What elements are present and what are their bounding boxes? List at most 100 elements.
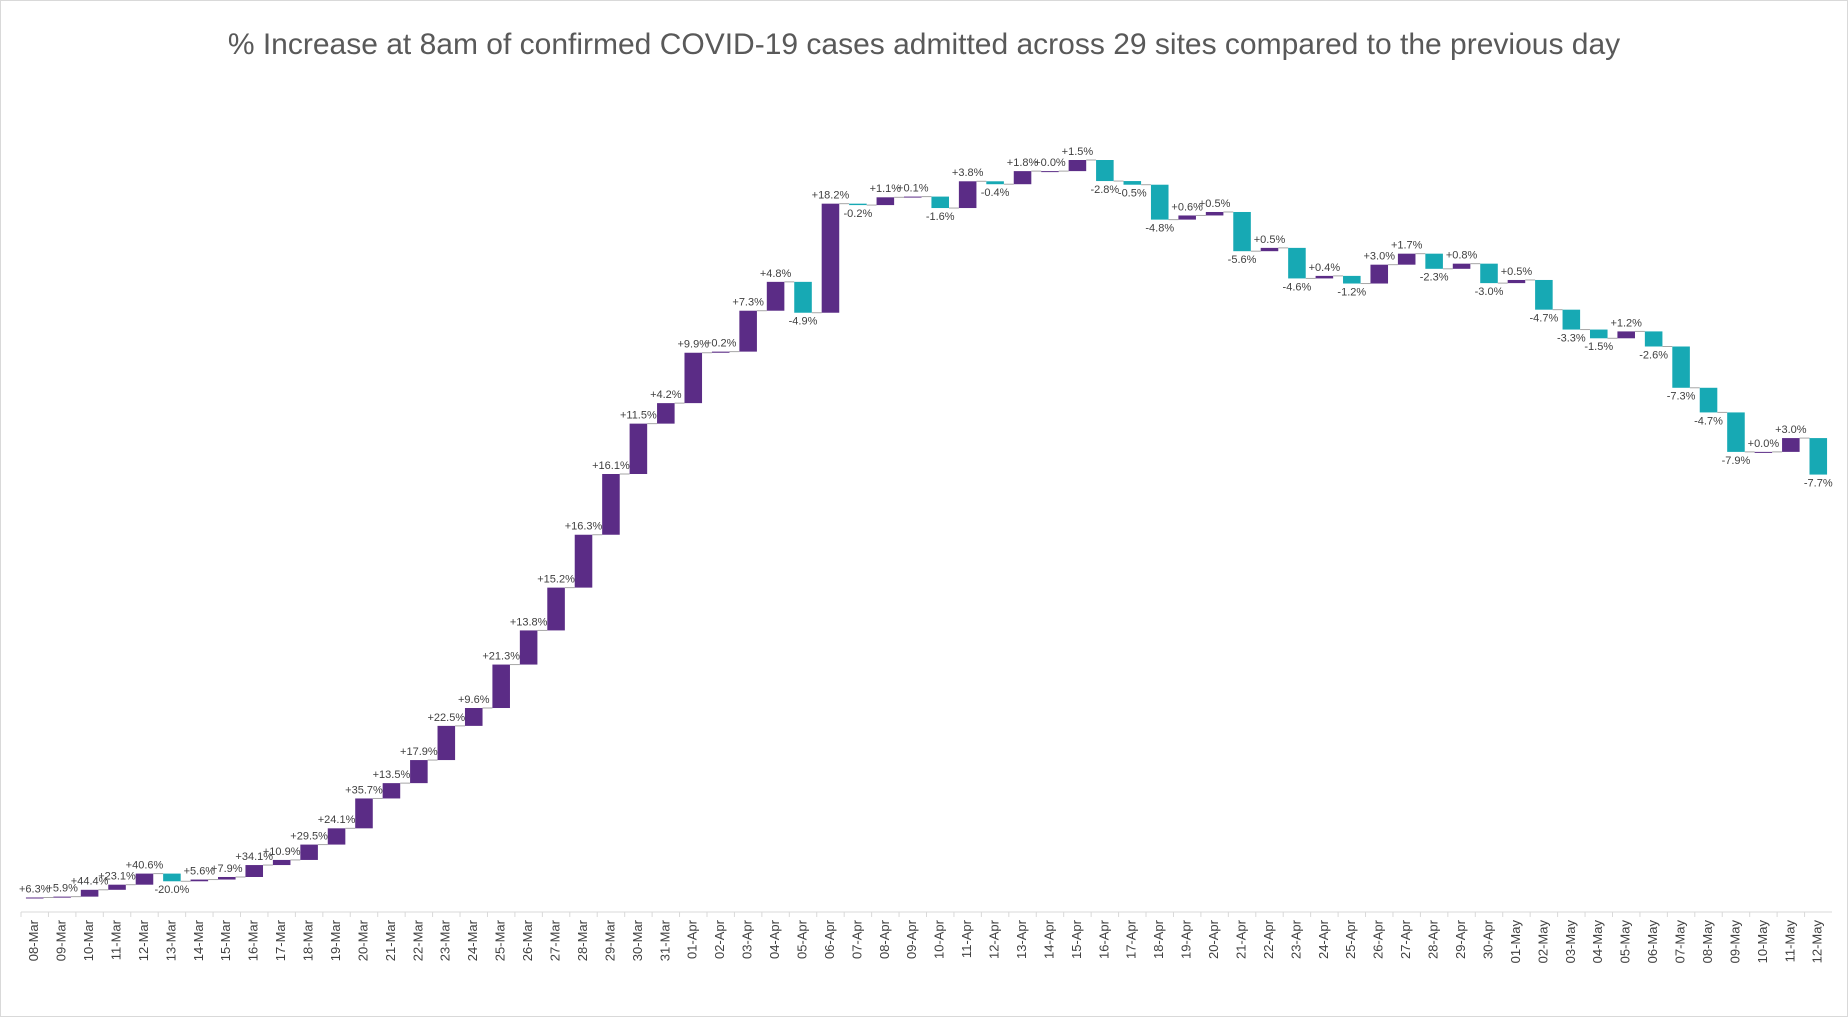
bar <box>602 474 620 535</box>
x-tick-label: 22-Mar <box>410 919 425 961</box>
x-tick-label: 17-Apr <box>1124 919 1139 959</box>
x-tick-label: 22-Apr <box>1261 919 1276 959</box>
value-label: +34.1% <box>235 851 273 863</box>
x-tick-label: 20-Apr <box>1206 919 1221 959</box>
bar <box>327 828 346 845</box>
x-tick-label: 15-Apr <box>1069 919 1084 959</box>
x-tick-label: 03-May <box>1563 920 1578 964</box>
value-label: -7.7% <box>1804 477 1833 489</box>
value-label: +9.6% <box>458 694 490 706</box>
x-tick-label: 08-Mar <box>26 919 41 961</box>
bar <box>1809 438 1828 475</box>
bar <box>903 196 922 198</box>
bar <box>931 196 950 209</box>
value-label: +29.5% <box>290 830 328 842</box>
x-tick-label: 27-Mar <box>548 919 563 961</box>
value-label: -4.9% <box>789 316 818 328</box>
x-tick-label: 17-Mar <box>273 919 288 961</box>
bar <box>821 203 840 313</box>
x-tick-label: 07-Apr <box>849 919 864 959</box>
bar <box>492 664 510 709</box>
bar <box>986 181 1004 185</box>
bar <box>382 783 401 799</box>
x-tick-label: 29-Apr <box>1453 919 1468 959</box>
value-label: +0.6% <box>1171 201 1203 213</box>
x-tick-label: 19-Apr <box>1179 919 1194 959</box>
x-tick-label: 12-May <box>1810 920 1825 964</box>
bar <box>108 884 126 890</box>
value-label: +3.0% <box>1364 251 1396 263</box>
value-label: +10.9% <box>263 846 301 858</box>
value-label: +6.3% <box>19 883 51 895</box>
value-label: -1.6% <box>926 211 955 223</box>
bar <box>1754 451 1773 453</box>
value-label: -7.3% <box>1667 391 1696 403</box>
value-label: -1.5% <box>1584 341 1613 353</box>
value-label: +1.1% <box>870 183 902 195</box>
x-tick-label: 15-Mar <box>218 919 233 961</box>
bar <box>1480 263 1498 284</box>
value-label: +5.6% <box>184 865 216 877</box>
x-tick-label: 14-Apr <box>1041 919 1056 959</box>
value-label: +0.0% <box>1034 157 1066 169</box>
bar <box>1672 346 1690 388</box>
bar <box>300 844 318 860</box>
value-label: +0.4% <box>1309 262 1341 274</box>
bar <box>1452 263 1471 269</box>
x-tick-label: 11-Apr <box>959 919 974 958</box>
value-label: -4.7% <box>1694 415 1723 427</box>
x-tick-label: 30-Apr <box>1480 919 1495 959</box>
value-label: +7.3% <box>732 297 764 309</box>
x-tick-label: 09-May <box>1727 920 1742 964</box>
value-label: -5.6% <box>1228 254 1257 266</box>
bar <box>794 281 812 313</box>
value-label: -20.0% <box>154 884 189 896</box>
x-tick-label: 06-May <box>1645 920 1660 964</box>
x-tick-label: 11-Mar <box>108 919 123 960</box>
x-tick-label: 19-Mar <box>328 919 343 961</box>
bar <box>657 403 675 424</box>
x-tick-label: 26-Mar <box>520 919 535 961</box>
x-tick-label: 01-May <box>1508 920 1523 964</box>
bar <box>1644 331 1663 347</box>
x-tick-label: 02-Apr <box>712 919 727 959</box>
bar <box>355 798 373 829</box>
value-label: +17.9% <box>400 746 438 758</box>
x-tick-label: 18-Mar <box>301 919 316 961</box>
x-tick-label: 13-Mar <box>163 919 178 961</box>
bar <box>629 423 648 475</box>
value-label: -2.6% <box>1639 349 1668 361</box>
value-label: +3.0% <box>1775 424 1807 436</box>
bar <box>190 879 209 882</box>
x-tick-label: 01-Apr <box>685 919 700 959</box>
x-tick-label: 16-Mar <box>246 919 261 961</box>
bar <box>519 630 538 665</box>
value-label: +1.8% <box>1007 157 1039 169</box>
value-label: +9.9% <box>678 339 710 351</box>
value-label: +7.9% <box>211 863 243 875</box>
bar <box>1397 253 1416 265</box>
bar <box>437 725 456 761</box>
value-label: +5.9% <box>46 883 78 895</box>
bar <box>1096 160 1114 182</box>
x-tick-label: 21-Apr <box>1233 919 1248 959</box>
value-label: -3.3% <box>1557 332 1586 344</box>
value-label: -1.2% <box>1337 286 1366 298</box>
bar <box>245 865 264 877</box>
x-tick-label: 20-Mar <box>355 919 370 961</box>
x-tick-label: 04-Apr <box>767 919 782 959</box>
x-tick-label: 24-Mar <box>465 919 480 961</box>
value-label: -0.4% <box>981 187 1010 199</box>
value-label: +0.0% <box>1748 438 1780 450</box>
value-label: +13.8% <box>510 616 548 628</box>
bar <box>1425 253 1443 269</box>
value-label: +1.2% <box>1610 317 1642 329</box>
value-label: +16.1% <box>592 460 630 472</box>
x-tick-label: 05-May <box>1618 920 1633 964</box>
x-tick-label: 27-Apr <box>1398 919 1413 959</box>
x-tick-label: 08-May <box>1700 920 1715 964</box>
x-tick-label: 12-Apr <box>987 919 1002 959</box>
bar <box>1013 171 1032 185</box>
x-tick-label: 04-May <box>1590 920 1605 964</box>
